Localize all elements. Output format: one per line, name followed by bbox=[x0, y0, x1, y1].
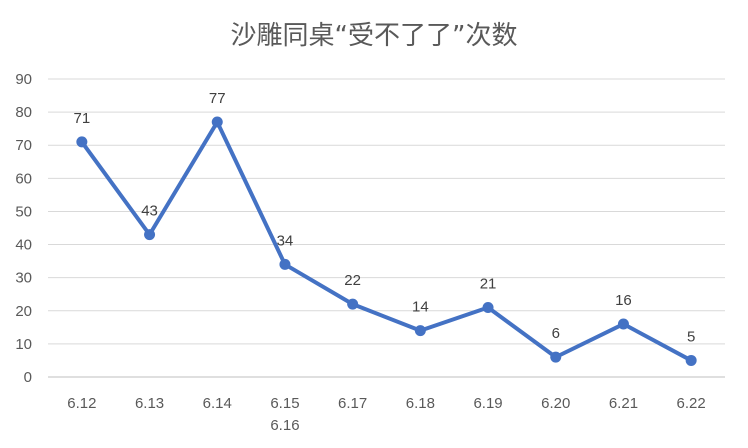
y-tick-label: 20 bbox=[15, 303, 32, 320]
data-label: 77 bbox=[209, 90, 226, 107]
x-tick-label: 6.21 bbox=[609, 395, 638, 412]
x-tick-label: 6.18 bbox=[406, 395, 435, 412]
data-point bbox=[76, 136, 88, 148]
y-tick-label: 50 bbox=[15, 203, 32, 220]
data-point bbox=[414, 325, 426, 337]
y-tick-label: 10 bbox=[15, 336, 32, 353]
x-tick-label: 6.13 bbox=[135, 395, 164, 412]
data-label: 71 bbox=[74, 110, 91, 127]
x-tick-label: 6.19 bbox=[473, 395, 502, 412]
data-point bbox=[279, 258, 291, 270]
y-tick-label: 60 bbox=[15, 170, 32, 187]
data-point bbox=[211, 116, 223, 128]
y-tick-label: 30 bbox=[15, 270, 32, 287]
x-tick-label: 6.14 bbox=[203, 395, 232, 412]
data-label: 22 bbox=[344, 272, 361, 289]
data-label: 14 bbox=[412, 299, 429, 316]
data-label: 5 bbox=[687, 328, 695, 345]
data-label: 16 bbox=[615, 292, 632, 309]
x-tick-label: 6.15 6.16 bbox=[270, 395, 299, 434]
data-point bbox=[144, 229, 156, 241]
data-point bbox=[617, 318, 629, 330]
data-label: 21 bbox=[480, 275, 497, 292]
data-point bbox=[550, 351, 562, 363]
x-tick-label: 6.22 bbox=[677, 395, 706, 412]
x-tick-label: 6.20 bbox=[541, 395, 570, 412]
data-label: 34 bbox=[277, 232, 294, 249]
data-point bbox=[685, 354, 697, 366]
data-point bbox=[347, 298, 359, 310]
data-point bbox=[482, 301, 494, 313]
chart-title: 沙雕同桌“受不了了”次数 bbox=[231, 21, 518, 51]
series-line bbox=[80, 120, 693, 363]
y-tick-label: 90 bbox=[15, 71, 32, 88]
y-tick-label: 70 bbox=[15, 137, 32, 154]
data-label: 43 bbox=[141, 203, 158, 220]
x-tick-label: 6.17 bbox=[338, 395, 367, 412]
y-tick-label: 40 bbox=[15, 237, 32, 254]
x-tick-label: 6.12 bbox=[67, 395, 96, 412]
y-tick-label: 0 bbox=[24, 369, 32, 386]
data-label: 6 bbox=[552, 325, 560, 342]
y-tick-label: 80 bbox=[15, 104, 32, 121]
